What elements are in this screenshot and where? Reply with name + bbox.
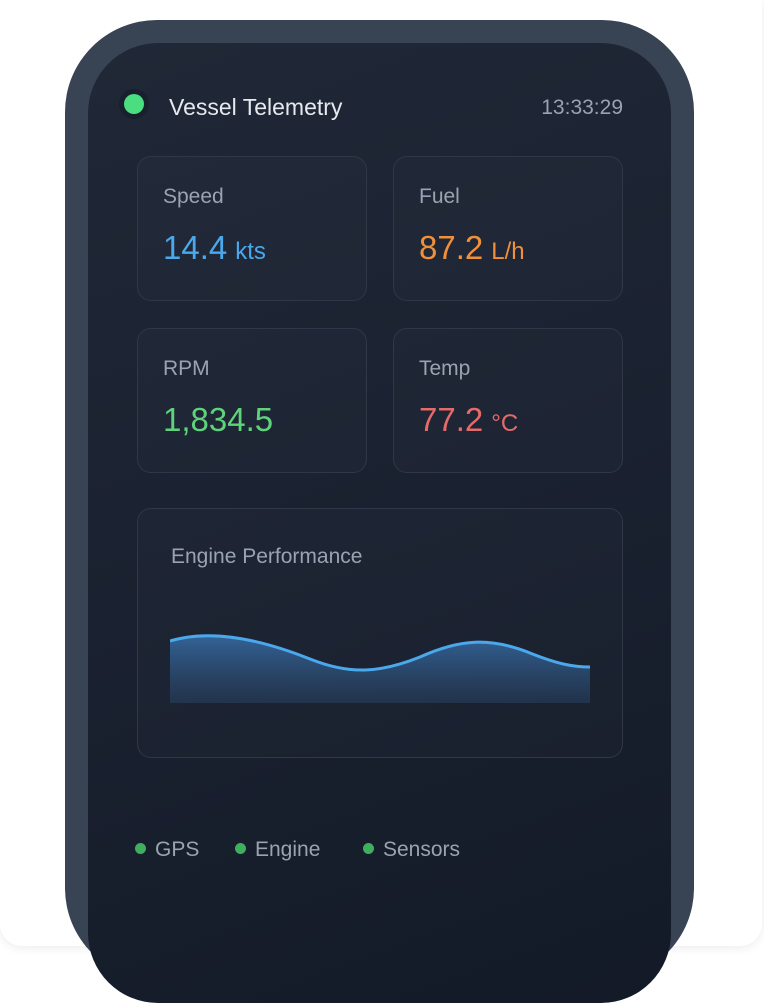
status-dot xyxy=(124,94,144,114)
value-number: 14.4 xyxy=(163,229,228,266)
value-unit: kts xyxy=(235,238,266,265)
metric-card: Temp 77.2 °C xyxy=(393,328,623,473)
page: Vessel Telemetry 13:33:29 Speed 14.4 kts Fu… xyxy=(0,0,764,950)
value-number: 1,834.5 xyxy=(163,401,274,438)
status-item: GPS xyxy=(135,838,199,862)
metric-label: Fuel xyxy=(419,185,460,208)
device-frame: Vessel Telemetry 13:33:29 Speed 14.4 kts Fu… xyxy=(65,20,694,1003)
value-number: 77.2 xyxy=(419,401,484,438)
screen: Vessel Telemetry 13:33:29 Speed 14.4 kts Fu… xyxy=(88,43,671,1003)
wave-chart xyxy=(170,634,590,703)
chart-title: Engine Performance xyxy=(171,545,363,568)
wave-line xyxy=(170,634,590,672)
metric-card: Speed 14.4 kts xyxy=(137,156,367,301)
metric-label: Speed xyxy=(163,185,224,208)
metric-label: RPM xyxy=(163,357,210,380)
metric-value: 14.4 kts xyxy=(163,229,266,267)
clock: 13:33:29 xyxy=(541,96,623,119)
metric-value: 77.2 °C xyxy=(419,401,518,439)
title: Vessel Telemetry xyxy=(169,94,343,120)
chart-card: Engine Performance xyxy=(137,508,623,758)
metric-value: 87.2 L/h xyxy=(419,229,525,267)
value-unit: °C xyxy=(491,410,519,437)
status-item: Engine xyxy=(235,838,320,862)
metric-card: RPM 1,834.5 xyxy=(137,328,367,473)
metric-label: Temp xyxy=(419,357,471,380)
metric-value: 1,834.5 xyxy=(163,401,273,439)
value-unit: L/h xyxy=(491,238,525,265)
value-number: 87.2 xyxy=(419,229,484,266)
metric-card: Fuel 87.2 L/h xyxy=(393,156,623,301)
status-item: Sensors xyxy=(363,838,460,862)
